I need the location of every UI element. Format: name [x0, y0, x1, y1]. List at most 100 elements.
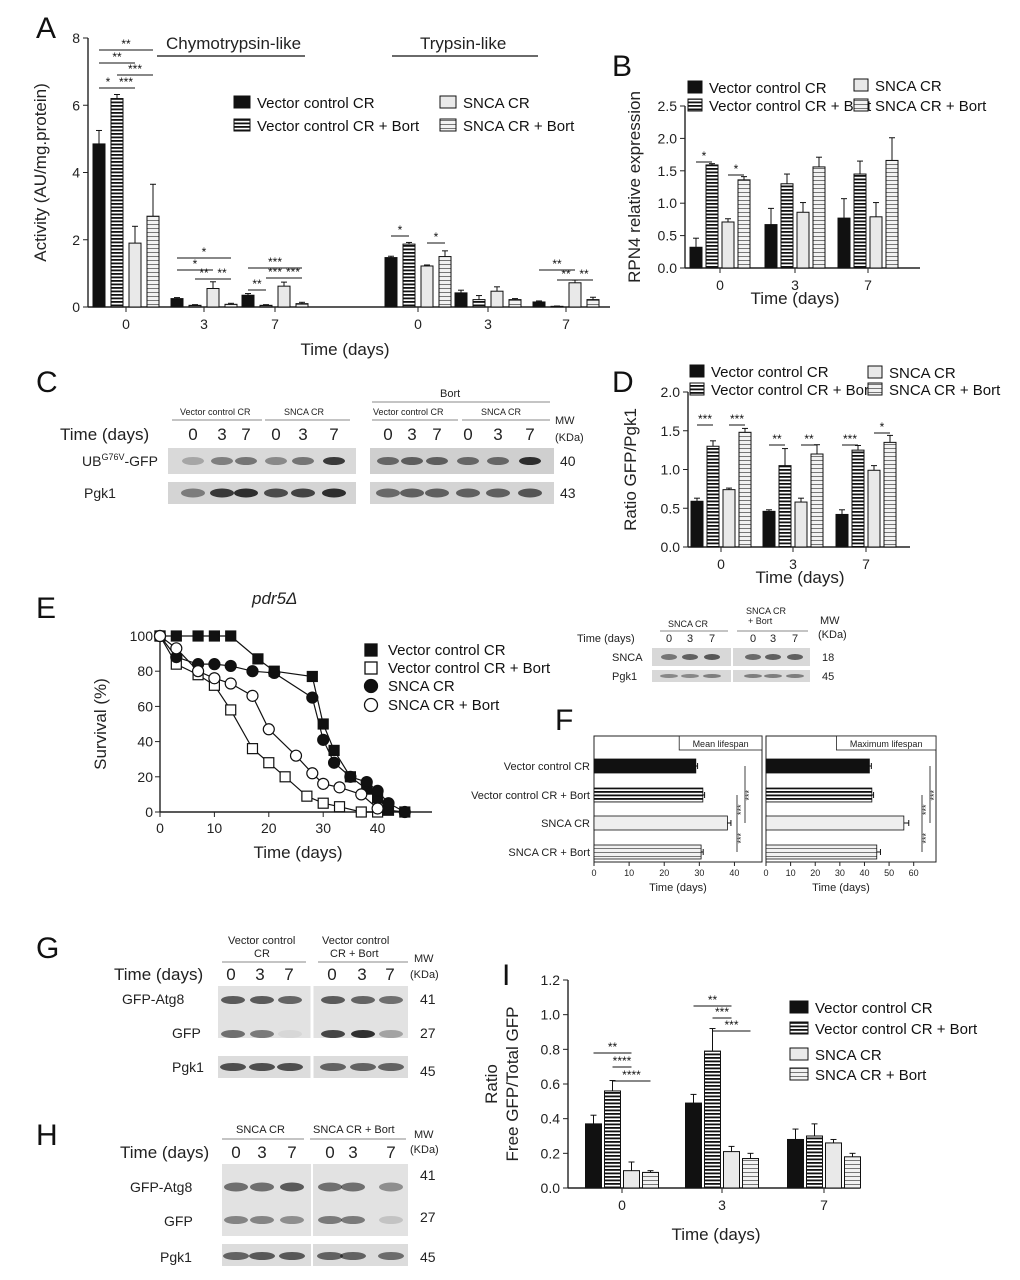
bar — [224, 303, 238, 308]
blot-h-mw-27: 27 — [420, 1209, 436, 1225]
data-point — [317, 718, 329, 730]
band — [223, 1252, 249, 1260]
bar — [402, 243, 416, 308]
y-tick-label: 60 — [137, 698, 153, 714]
data-point — [170, 630, 182, 642]
bar — [146, 215, 160, 308]
lane-label: 7 — [329, 425, 338, 444]
panel-label-a: A — [36, 12, 56, 45]
lane-label: 3 — [255, 965, 264, 984]
band — [377, 457, 399, 465]
blot-e-mw-18: 18 — [822, 652, 834, 664]
band — [351, 1030, 375, 1038]
x-tick-label: 10 — [624, 868, 634, 878]
bar — [568, 282, 582, 308]
bar — [867, 469, 881, 548]
bar — [508, 299, 522, 308]
data-point — [208, 672, 221, 685]
band — [250, 1182, 274, 1192]
significance-label: ** — [772, 432, 782, 446]
blot-h-time-label: Time (days) — [120, 1143, 209, 1162]
data-point — [170, 642, 183, 655]
data-point — [192, 630, 204, 642]
data-point — [306, 670, 318, 683]
blot-g-row-gfpatg8: GFP-Atg8 — [122, 991, 184, 1007]
subplot-title: Mean lifespan — [693, 739, 749, 749]
legend-swatch — [853, 78, 869, 92]
x-tick-label: 60 — [909, 868, 919, 878]
band — [235, 457, 257, 465]
legend-label: Vector control CR + Bort — [388, 660, 551, 677]
band — [220, 1063, 246, 1071]
subplot-title: Maximum lifespan — [850, 739, 923, 749]
blot-c-time-label: Time (days) — [60, 425, 149, 444]
y-tick-label: 80 — [137, 663, 153, 679]
lane-label: 3 — [257, 1143, 266, 1162]
lane-label: 7 — [525, 425, 534, 444]
band — [264, 488, 288, 498]
lane-label: 3 — [770, 633, 776, 645]
bar — [742, 1158, 759, 1189]
band — [340, 1252, 366, 1260]
significance-label: ** — [561, 267, 571, 281]
significance-label: * — [398, 223, 403, 237]
data-point — [208, 630, 220, 642]
bar — [706, 445, 720, 548]
significance-label: ** — [199, 266, 209, 280]
chart-a: 0 2 4 6 8 0 3 7 0 3 7 Time (days) Activity (AU/mg.pr… — [31, 30, 610, 359]
x-axis-title: Time (days) — [755, 568, 844, 587]
x-tick-label: 0 — [122, 316, 130, 332]
lane-label: 3 — [357, 965, 366, 984]
y-tick-label: 0 — [145, 804, 153, 820]
band — [379, 996, 403, 1004]
y-axis-title-1: Ratio — [482, 1064, 501, 1104]
bar — [738, 431, 752, 548]
band — [321, 996, 345, 1004]
blot-e-row-pgk1: Pgk1 — [612, 671, 637, 683]
x-tick-label: 3 — [200, 316, 208, 332]
x-tick-label: 0 — [717, 556, 725, 572]
panel-label-c: C — [36, 366, 58, 399]
bar — [794, 501, 808, 548]
significance-label: ** — [708, 993, 718, 1007]
data-point — [355, 806, 367, 818]
bar — [690, 500, 704, 548]
band — [376, 488, 400, 498]
significance-label: *** — [921, 804, 931, 815]
legend-label: Vector control CR — [711, 364, 829, 381]
y-tick-label: 0.0 — [541, 1180, 561, 1196]
lane-label: 7 — [385, 965, 394, 984]
legend-label: SNCA CR — [388, 678, 455, 695]
blot-h-mw-41: 41 — [420, 1167, 436, 1183]
band — [277, 1063, 303, 1071]
legend-swatch — [789, 1047, 809, 1061]
x-tick-label: 3 — [789, 556, 797, 572]
legend-label: Vector control CR + Bort — [815, 1021, 978, 1038]
x-tick-label: 10 — [207, 820, 223, 836]
legend-swatch — [233, 118, 251, 132]
y-tick-label: 4 — [72, 165, 80, 181]
y-tick-label: 0.2 — [541, 1145, 561, 1161]
band — [250, 1030, 274, 1038]
significance-label: * — [880, 420, 885, 434]
subplot-title-box — [678, 735, 763, 751]
blot-e-row-snca: SNCA — [612, 652, 643, 664]
chart-b: 0.0 0.5 1.0 1.5 2.0 2.5 0 3 7 Time (days) RPN4 rel… — [625, 78, 987, 308]
band — [425, 488, 449, 498]
y-tick-label: 2.0 — [658, 130, 678, 146]
bar — [796, 211, 810, 269]
x-tick-label: 30 — [835, 868, 845, 878]
band — [265, 457, 287, 465]
y-tick-label: 1.5 — [661, 423, 681, 439]
blot-g: Vector control CR Vector control CR + Bo… — [114, 935, 439, 1080]
hbar — [765, 844, 878, 860]
bar — [825, 1142, 842, 1189]
y-tick-label: 100 — [130, 628, 154, 644]
blot-e-mw-45: 45 — [822, 671, 834, 683]
band — [744, 674, 762, 678]
blot-c-mw: MW — [555, 415, 575, 427]
band — [487, 457, 509, 465]
subplot-title-box — [836, 735, 937, 751]
band — [250, 1216, 274, 1224]
band — [379, 1216, 403, 1224]
